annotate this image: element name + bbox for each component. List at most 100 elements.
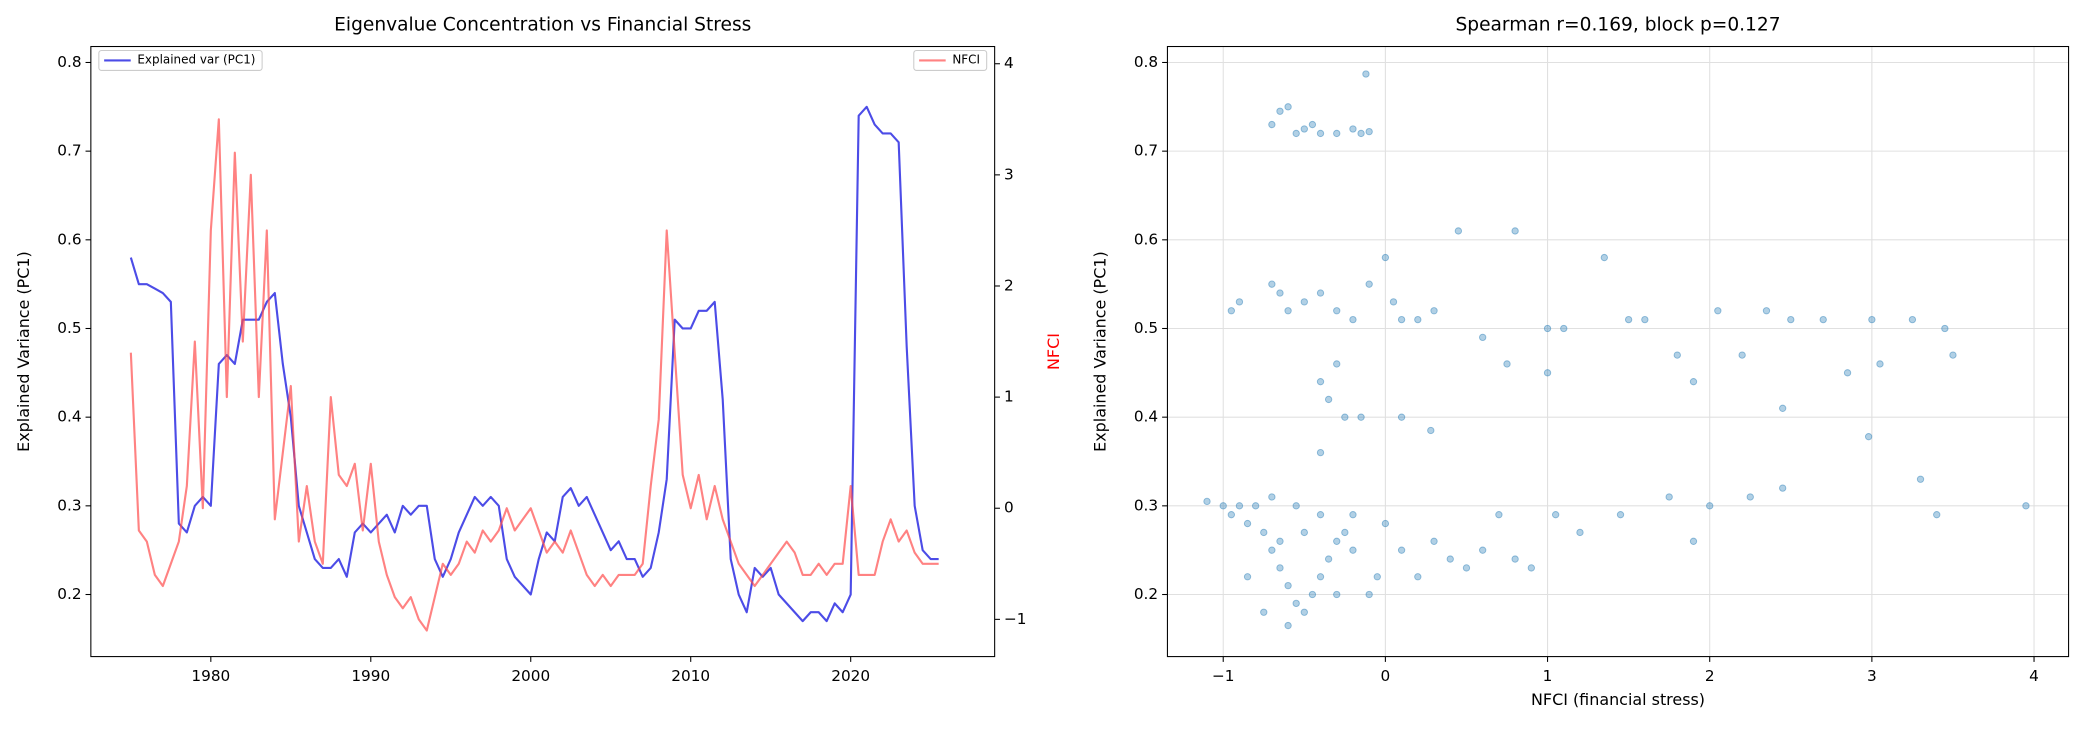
scatter-point: [1864, 433, 1873, 441]
y-tick-label: 0.3: [57, 496, 81, 514]
x-tick-label: 2020: [831, 667, 870, 685]
scatter-point: [1689, 378, 1698, 386]
scatter-point: [1316, 289, 1325, 297]
scatter-point: [1908, 315, 1917, 324]
scatter-point: [1349, 546, 1357, 554]
scatter-point: [1527, 564, 1535, 572]
scatter-point: [1268, 493, 1276, 501]
scatter-point: [1381, 253, 1390, 262]
legend-box: [98, 49, 263, 71]
chart-title: Spearman r=0.169, block p=0.127: [1455, 15, 1780, 36]
legend: Explained var (PC1): [98, 49, 263, 71]
x-tick-label: 1990: [351, 667, 390, 685]
scatter-point: [1511, 227, 1519, 235]
scatter-point: [1357, 413, 1365, 421]
scatter-point: [1333, 307, 1341, 315]
x-tick-label: 3: [1867, 667, 1877, 685]
y-tick-label: 0.6: [1134, 230, 1158, 248]
y2-tick-label: 3: [1004, 165, 1014, 183]
scatter-point: [1243, 519, 1252, 528]
x-tick-label: −1: [1212, 667, 1235, 685]
x-tick-label: 0: [1381, 667, 1391, 685]
x-tick-label: 4: [2029, 667, 2039, 685]
scatter-point: [1276, 537, 1284, 545]
y-tick-label: 0.3: [1134, 496, 1158, 514]
legend-label: NFCI: [952, 52, 980, 66]
scatter-point: [1430, 307, 1438, 315]
scatter-point: [2022, 502, 2030, 510]
scatter-point: [1365, 590, 1373, 599]
plot-area: [1203, 70, 2030, 630]
scatter-point: [1300, 528, 1308, 537]
y2-tick-label: 0: [1004, 499, 1014, 517]
x-axis-label: NFCI (financial stress): [1531, 690, 1705, 709]
scatter-point: [1243, 573, 1252, 581]
y-tick-label: 0.6: [57, 230, 81, 248]
scatter-point: [1738, 351, 1746, 359]
scatter-point: [1316, 129, 1325, 138]
scatter-point: [1308, 590, 1317, 599]
chart-title: Eigenvalue Concentration vs Financial St…: [334, 15, 751, 36]
y-tick-label: 0.8: [57, 53, 81, 71]
scatter-point: [1260, 528, 1268, 537]
scatter-point: [1430, 537, 1438, 545]
scatter-point: [1551, 511, 1560, 519]
scatter-point: [1292, 502, 1300, 510]
scatter-point: [1819, 315, 1827, 324]
x-tick-label: 2010: [671, 667, 710, 685]
legend-box: [913, 49, 988, 71]
legend: NFCI: [913, 49, 988, 71]
legend-label: Explained var (PC1): [137, 52, 255, 66]
scatter-point: [1284, 581, 1292, 590]
line-series: [129, 118, 939, 632]
scatter-point: [1397, 315, 1406, 324]
scatter-point: [1876, 360, 1884, 368]
scatter-point: [1916, 475, 1925, 483]
scatter-point: [1381, 519, 1390, 528]
scatter-point: [1333, 129, 1341, 138]
scatter-point: [1316, 378, 1325, 386]
y-axis-label: Explained Variance (PC1): [1090, 251, 1109, 452]
scatter-point: [1397, 546, 1406, 554]
y2-tick-label: 1: [1004, 388, 1014, 406]
scatter-point: [1227, 307, 1235, 315]
y2-tick-label: 2: [1004, 276, 1014, 294]
x-tick-label: 2: [1705, 667, 1715, 685]
scatter-point: [1227, 511, 1235, 519]
y-tick-label: 0.5: [57, 319, 81, 337]
scatter-point: [1292, 599, 1300, 608]
scatter-point: [1365, 127, 1373, 136]
scatter-point: [1292, 129, 1300, 138]
scatter-point: [1260, 608, 1268, 616]
scatter-point: [1941, 324, 1949, 333]
scatter-point: [1495, 511, 1503, 519]
scatter-point: [1673, 351, 1681, 359]
y-tick-label: 0.8: [1134, 53, 1158, 71]
scatter-point: [1560, 324, 1568, 333]
scatter-point: [1235, 502, 1244, 510]
scatter-point: [1762, 307, 1771, 315]
scatter-point: [1349, 315, 1357, 324]
scatter-point: [1397, 413, 1406, 421]
scatter-point: [1479, 546, 1487, 554]
scatter-point: [1454, 227, 1463, 235]
scatter-point: [1543, 369, 1552, 377]
y-tick-label: 0.4: [57, 408, 81, 426]
scatter-point: [1446, 555, 1454, 563]
scatter-point: [1576, 528, 1584, 537]
scatter-point: [1414, 315, 1422, 324]
scatter-point: [1324, 555, 1333, 563]
scatter-point: [1933, 511, 1941, 519]
scatter-point: [1349, 125, 1357, 133]
scatter-point: [1276, 289, 1284, 297]
scatter-point: [1373, 573, 1381, 581]
scatter-point: [1616, 511, 1625, 519]
x-tick-label: 1980: [191, 667, 230, 685]
scatter-point: [1714, 307, 1722, 315]
scatter-point: [1316, 573, 1325, 581]
plot-area: [129, 105, 939, 632]
scatter-point: [1284, 307, 1292, 315]
scatter-point: [1324, 395, 1333, 404]
